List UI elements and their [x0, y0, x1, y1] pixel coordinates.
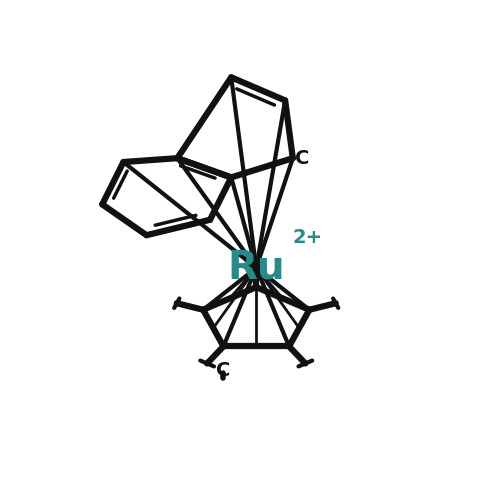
Text: C: C [295, 148, 309, 168]
Text: C: C [216, 361, 230, 380]
Text: Ru: Ru [228, 249, 285, 287]
Text: 2+: 2+ [293, 228, 323, 246]
